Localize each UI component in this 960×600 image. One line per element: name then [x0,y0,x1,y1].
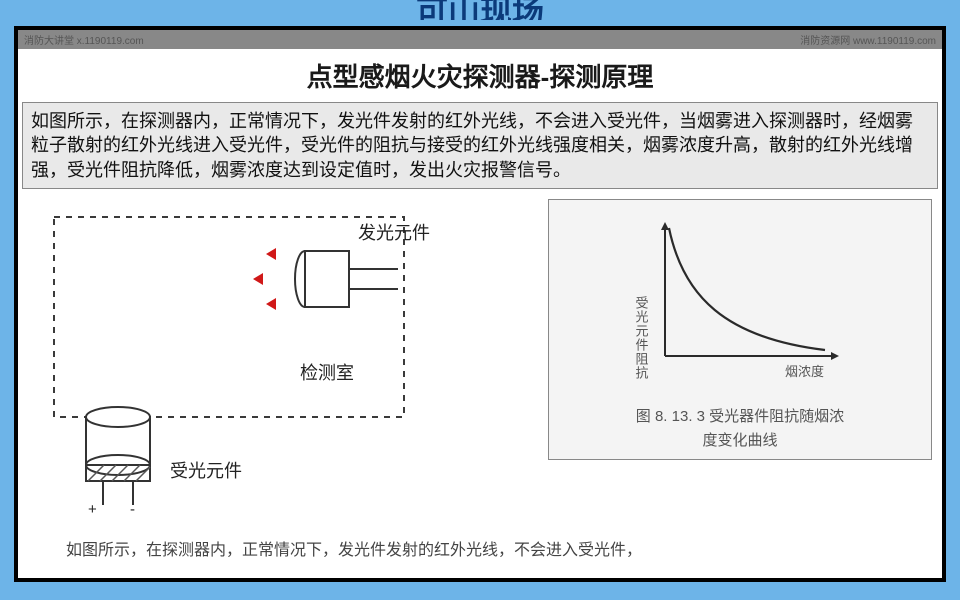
minus-label: - [130,501,135,518]
description-box: 如图所示，在探测器内，正常情况下，发光件发射的红外光线，不会进入受光件，当烟雾进… [22,102,938,189]
chart-panel: 受光元件阻抗烟浓度 图 8. 13. 3 受光器件阻抗随烟浓 度变化曲线 [528,199,932,524]
slide-content: 消防大讲堂 x.1190119.com 消防资源网 www.1190119.co… [18,30,942,578]
chart-caption-line2: 度变化曲线 [702,432,777,449]
slide-title: 点型感烟火灾探测器-探测原理 [18,49,942,102]
plus-label: + [88,501,97,518]
chart-caption: 图 8. 13. 3 受光器件阻抗随烟浓 度变化曲线 [567,401,913,453]
watermark-right: 消防资源网 www.1190119.com [800,32,936,47]
svg-text:受光元件阻抗: 受光元件阻抗 [634,296,649,380]
watermark-left: 消防大讲堂 x.1190119.com [24,32,144,47]
chart-box: 受光元件阻抗烟浓度 图 8. 13. 3 受光器件阻抗随烟浓 度变化曲线 [548,199,932,460]
schematic-svg [28,199,528,519]
impedance-curve-chart: 受光元件阻抗烟浓度 [625,216,855,396]
bottom-repeat-text: 如图所示，在探测器内，正常情况下，发光件发射的红外光线，不会进入受光件， [18,524,942,560]
emitter-label: 发光元件 [358,219,430,245]
watermark-bar: 消防大讲堂 x.1190119.com 消防资源网 www.1190119.co… [18,30,942,49]
page-top-title: 可山现场 [0,0,960,20]
chart-caption-line1: 图 8. 13. 3 受光器件阻抗随烟浓 [636,408,844,425]
receiver-label: 受光元件 [170,457,242,483]
svg-text:烟浓度: 烟浓度 [785,364,824,379]
detector-schematic: 发光元件 检测室 受光元件 + - [28,199,528,524]
diagram-area: 发光元件 检测室 受光元件 + - 受光元件阻抗烟浓度 图 8. 13. 3 受… [18,189,942,524]
slide-frame: 消防大讲堂 x.1190119.com 消防资源网 www.1190119.co… [14,26,946,582]
chamber-label: 检测室 [300,359,354,385]
